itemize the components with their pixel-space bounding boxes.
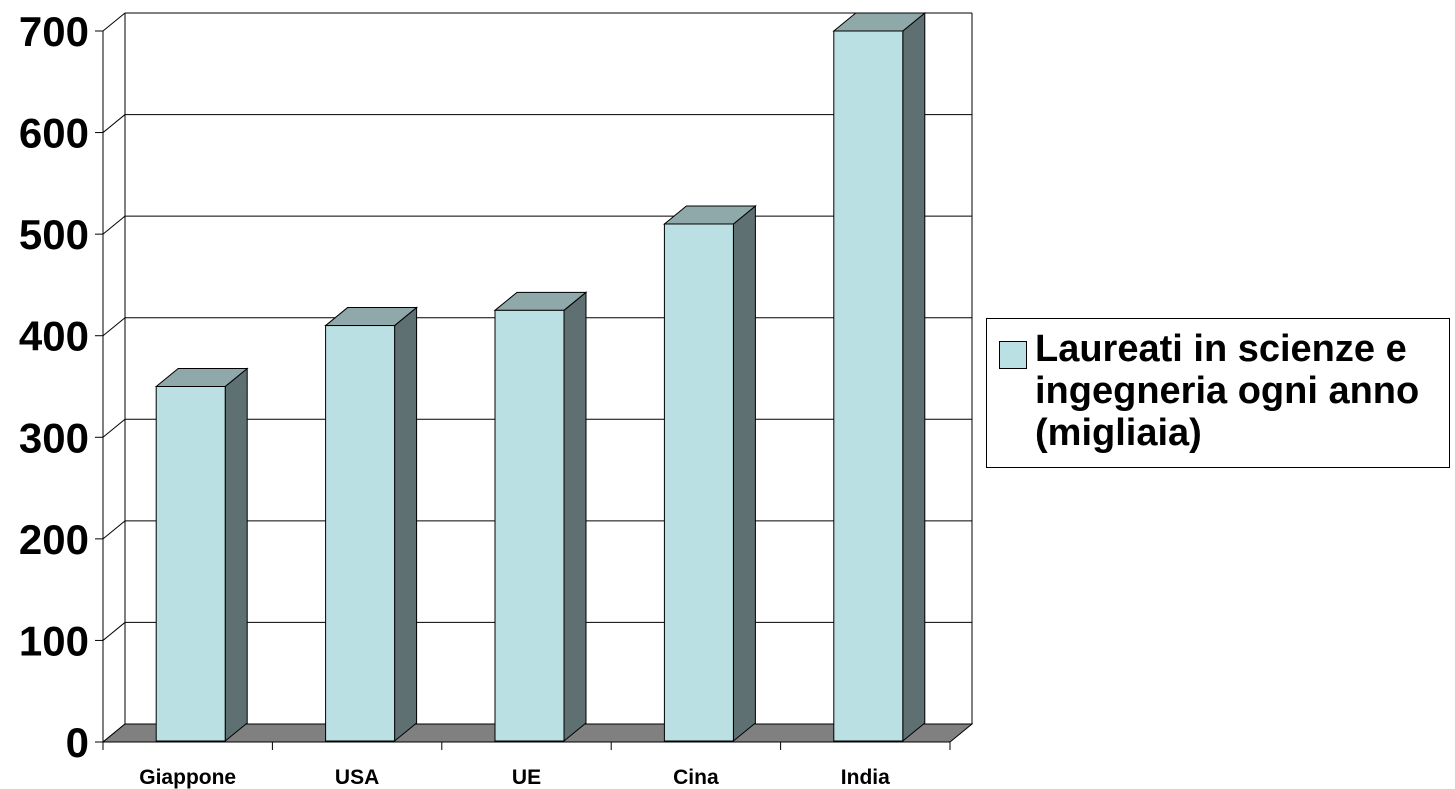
x-tick-label: India bbox=[841, 766, 890, 789]
bars bbox=[154, 11, 927, 743]
side-wall-line bbox=[102, 12, 126, 32]
side-wall-line bbox=[102, 520, 126, 540]
legend-swatch bbox=[999, 341, 1027, 369]
bar-side bbox=[902, 11, 926, 743]
side-wall-line bbox=[102, 215, 126, 235]
bar-side bbox=[394, 306, 418, 743]
bar-cina bbox=[663, 223, 734, 742]
y-tick-label: 100 bbox=[19, 617, 89, 664]
y-tick-label: 200 bbox=[19, 516, 89, 563]
y-tick-label: 300 bbox=[19, 414, 89, 461]
y-tick-label: 700 bbox=[19, 8, 89, 55]
bar-side bbox=[224, 367, 248, 743]
legend-label: Laureati in scienze e ingegneria ogni an… bbox=[1035, 328, 1420, 454]
bar-side bbox=[563, 291, 587, 743]
x-tick-label: Cina bbox=[673, 766, 719, 789]
y-tick-labels: 0 100 200 300 400 500 600 700 bbox=[19, 8, 89, 766]
x-tick-label: Giappone bbox=[139, 766, 236, 789]
x-tick-label: UE bbox=[512, 766, 541, 789]
side-wall-line bbox=[102, 114, 126, 133]
y-tick-label: 400 bbox=[19, 313, 89, 360]
y-tick-label: 0 bbox=[66, 719, 89, 766]
x-tick-label: USA bbox=[335, 766, 379, 789]
side-wall-line bbox=[102, 622, 126, 641]
x-tick-labels: Giappone USA UE Cina India bbox=[139, 766, 890, 789]
y-tick-label: 500 bbox=[19, 211, 89, 258]
side-wall-line bbox=[102, 317, 126, 337]
bar-side bbox=[732, 204, 756, 743]
y-tick-label: 600 bbox=[19, 110, 89, 157]
bar-usa bbox=[325, 325, 396, 742]
axes bbox=[95, 30, 951, 750]
bar-giappone bbox=[155, 386, 226, 742]
side-wall-line bbox=[102, 418, 126, 438]
legend: Laureati in scienze e ingegneria ogni an… bbox=[986, 318, 1450, 468]
bar-india bbox=[833, 30, 904, 742]
bar-ue bbox=[494, 309, 565, 742]
